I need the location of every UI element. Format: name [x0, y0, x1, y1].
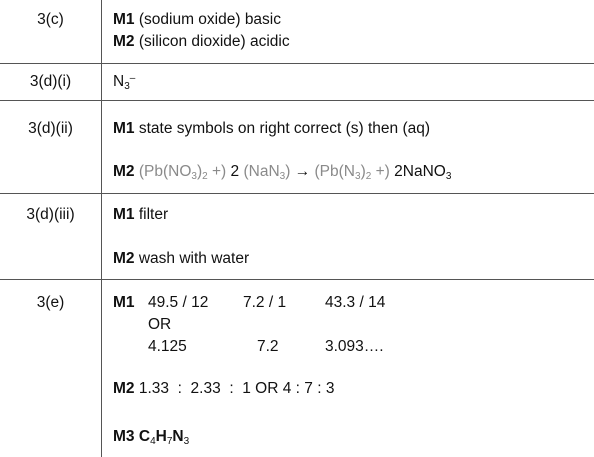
- moles-nitrogen: 3.093….: [325, 338, 384, 355]
- question-3di: 3(d)(i): [29, 73, 72, 90]
- answer-3dii-m2-equation: M2 (Pb(NO3)2 +) 2 (NaN3) → (Pb(N3)2 +) 2…: [113, 163, 452, 182]
- or-text: OR: [148, 316, 172, 333]
- ratio-nitrogen: 43.3 / 14: [325, 294, 386, 311]
- moles-hydrogen: 7.2: [257, 338, 279, 355]
- answer-3e-m1-label: M1: [113, 294, 135, 311]
- answer-3di: N3–: [113, 73, 136, 92]
- answer-3diii-m2: M2 wash with water: [113, 250, 250, 267]
- ratio-carbon: 49.5 / 12: [148, 294, 209, 311]
- row-divider: [0, 100, 594, 101]
- answer-3diii-m1: M1 filter: [113, 206, 169, 223]
- column-divider: [101, 0, 102, 457]
- row-divider: [0, 193, 594, 194]
- row-divider: [0, 279, 594, 280]
- answer-3c-m1: M1 (sodium oxide) basic: [113, 11, 282, 28]
- question-3dii: 3(d)(ii): [28, 120, 73, 137]
- answer-3e-m2: M2 1.33 : 2.33 : 1 OR 4 : 7 : 3: [113, 380, 335, 397]
- question-3c: 3(c): [37, 11, 64, 28]
- moles-carbon: 4.125: [148, 338, 187, 355]
- question-3e: 3(e): [36, 294, 65, 311]
- answer-3dii-m1: M1 state symbols on right correct (s) th…: [113, 120, 431, 137]
- answer-3e-m3-formula: M3 C4H7N3: [113, 428, 190, 447]
- ratio-hydrogen: 7.2 / 1: [243, 294, 287, 311]
- answer-3c-m2: M2 (silicon dioxide) acidic: [113, 33, 290, 50]
- row-divider: [0, 63, 594, 64]
- question-3diii: 3(d)(iii): [26, 206, 75, 223]
